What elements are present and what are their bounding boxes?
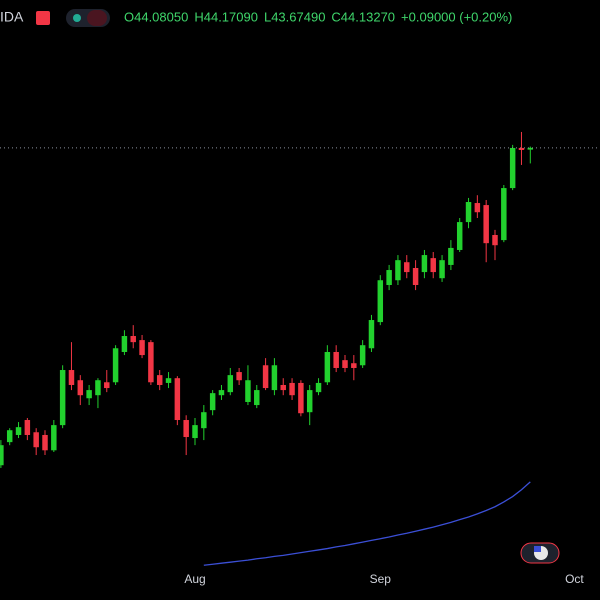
candle-body [280,384,286,391]
header-change: +0.09000 (+0.20%) [401,9,512,24]
candle-body [156,375,163,385]
header: IDA O44.08050 H44.17090 L43.67490 C44.13270… [0,9,512,27]
candle-body [359,345,366,366]
candle-body [483,205,489,244]
candle-body [201,412,207,429]
toggle-icon[interactable] [87,10,107,26]
candle-body [33,432,39,448]
candle-body [448,247,454,265]
candle-body [324,351,331,383]
header-low: L43.67490 [264,9,325,24]
candle-body [421,255,428,273]
x-tick-label: Aug [184,572,205,586]
candle-body [0,445,4,466]
candle-body [236,372,242,381]
candle-body [77,380,84,396]
candle-body [386,270,392,285]
candle-body [86,390,92,399]
candle-body [271,365,278,391]
candle-body [104,382,110,389]
candle-body [15,427,22,435]
candle-body [289,382,295,396]
candle-body [298,382,304,414]
candle-body [95,380,101,396]
candle-body [456,222,463,250]
candle-body [6,430,13,443]
candle-body [262,365,269,389]
candle-body [130,336,136,343]
candle-body [518,147,525,150]
candle-body [112,348,119,383]
candle-body [59,370,66,426]
candle-body [509,147,516,189]
candle-body [306,390,313,413]
candle-body [465,202,472,223]
candle-body [342,360,348,368]
candle-body [245,380,251,402]
candle-body [183,420,189,438]
candle-body [474,203,481,213]
candle-body [439,260,445,279]
candle-body [165,378,172,383]
candle-body [254,390,260,406]
candle-body [139,340,145,356]
candle-body [227,375,234,393]
candle-body [174,378,181,421]
candle-body [192,425,198,439]
logo [36,11,50,25]
x-tick-label: Sep [370,572,392,586]
candle-body [404,262,410,273]
candle-body [351,363,357,368]
candle-body [368,320,375,349]
candle-body [412,267,419,285]
candle-body [315,382,322,393]
header-high: H44.17090 [194,9,258,24]
candle-body [24,420,31,435]
candle-body [68,370,75,385]
candle-body [42,434,48,451]
candle-body [395,260,401,281]
header-close: C44.13270 [331,9,395,24]
header-open: O44.08050 [124,9,188,24]
candle-body [430,258,436,273]
status-dot [73,14,81,22]
flag-icon [534,546,541,552]
x-tick-label: Oct [565,572,584,586]
candle-body [218,390,225,396]
candle-body [121,336,128,352]
candle-body [209,393,216,411]
symbol: IDA [0,9,24,25]
candle-body [333,351,339,368]
candle-body [51,425,57,451]
candle-body [492,235,498,246]
moving-average [203,481,531,566]
candle-body [148,342,154,383]
candle-body [527,147,534,150]
candle-body [501,188,507,241]
candle-body [377,280,384,323]
